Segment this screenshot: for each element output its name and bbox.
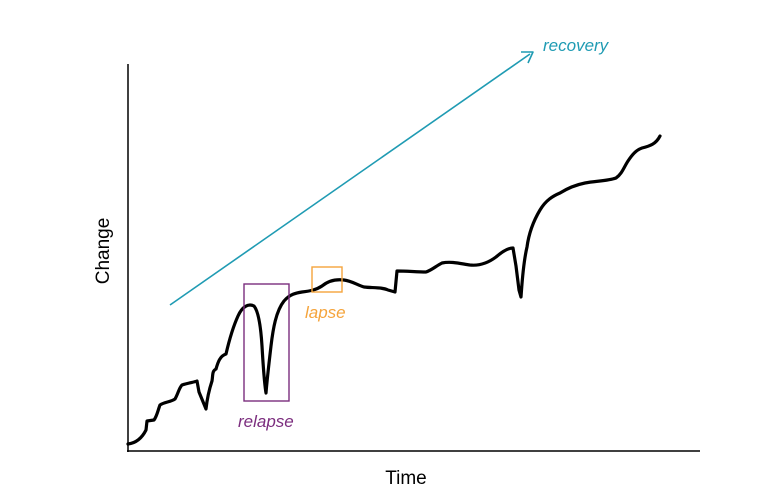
lapse-label: lapse — [305, 303, 346, 322]
relapse-box — [243, 283, 290, 402]
recovery-label: recovery — [543, 36, 610, 55]
change-trajectory-curve — [126, 134, 662, 446]
lapse-box — [311, 266, 343, 293]
y-axis-title: Change — [93, 218, 114, 285]
x-axis-title: Time — [385, 468, 427, 489]
relapse-label: relapse — [238, 412, 294, 431]
recovery-arrow — [169, 51, 534, 306]
